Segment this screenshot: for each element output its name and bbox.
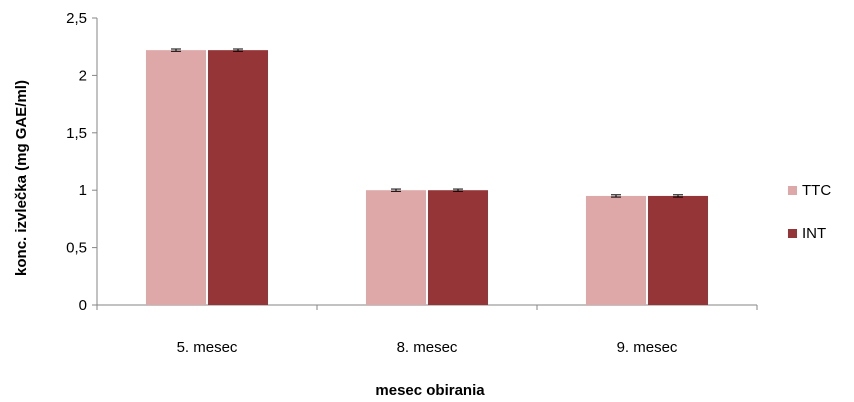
- bar-ttc: [366, 190, 426, 305]
- y-tick-label: 2: [79, 67, 87, 84]
- y-tick-label: 1: [79, 182, 87, 199]
- legend-swatch: [788, 186, 797, 195]
- legend: TTC INT: [788, 182, 831, 242]
- y-tick-label: 2,5: [66, 10, 87, 27]
- y-tick-label: 0,5: [66, 240, 87, 257]
- x-axis-title: mesec obirania: [375, 382, 485, 399]
- bar-int: [428, 190, 488, 305]
- bar-int: [648, 195, 708, 305]
- y-tick-label: 1,5: [66, 125, 87, 142]
- legend-swatch: [788, 229, 797, 238]
- plot-area: 0 0,5 1 1,5 2 2,5 5. mesec 8. mesec 9. mesec: [66, 10, 758, 356]
- x-tick-label: 8. mesec: [397, 339, 458, 356]
- bar-ttc: [586, 195, 646, 305]
- y-axis-title: konc. izvlečka (mg GAE/ml): [13, 80, 30, 276]
- x-tick-label: 9. mesec: [617, 339, 678, 356]
- x-tick-label: 5. mesec: [177, 339, 238, 356]
- bar-ttc: [146, 50, 206, 306]
- bar-int: [208, 50, 268, 306]
- legend-label: INT: [802, 225, 826, 242]
- legend-label: TTC: [802, 182, 831, 199]
- y-tick-label: 0: [79, 297, 87, 314]
